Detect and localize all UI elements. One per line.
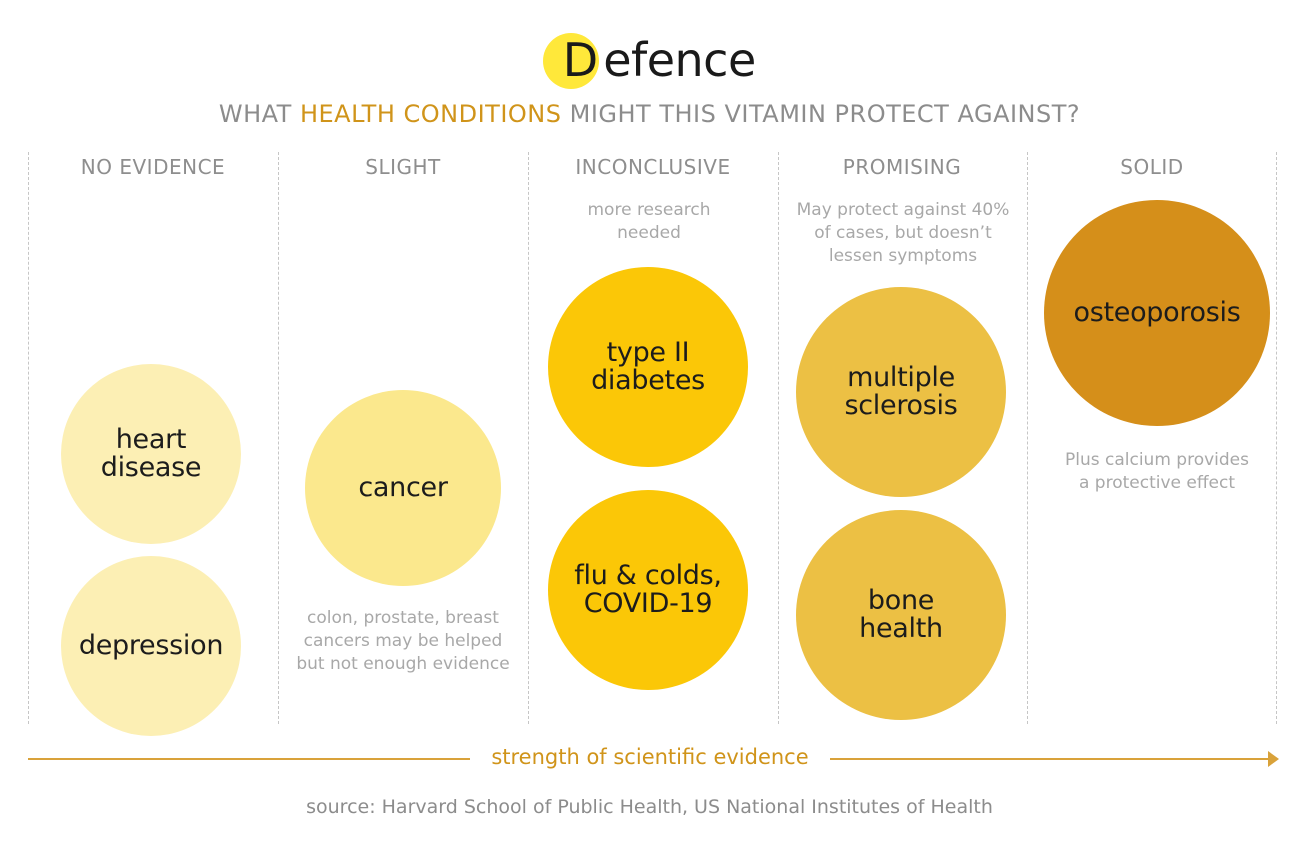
column-header-solid: SOLID xyxy=(1120,155,1184,179)
source-text: source: Harvard School of Public Health,… xyxy=(306,796,993,818)
note-inconclusive: more research needed xyxy=(587,200,711,243)
condition-multiple-sclerosis: multiple sclerosis xyxy=(796,287,1006,497)
column-divider xyxy=(1027,152,1028,724)
subtitle-highlight: HEALTH CONDITIONS xyxy=(299,100,562,128)
column-divider xyxy=(1276,152,1277,724)
column-header-slight: SLIGHT xyxy=(365,155,441,179)
note-promising: May protect against 40% of cases, but doe… xyxy=(796,200,1010,266)
evidence-axis-label: strength of scientific evidence xyxy=(470,745,830,769)
column-divider xyxy=(278,152,279,724)
column-header-promising: PROMISING xyxy=(842,155,962,179)
condition-cancer: cancer xyxy=(305,390,501,586)
title-rest: efence xyxy=(603,33,756,87)
condition-flu-colds-covid: flu & colds, COVID-19 xyxy=(548,490,748,690)
title-dot-icon xyxy=(543,33,600,89)
column-divider xyxy=(778,152,779,724)
condition-depression: depression xyxy=(61,556,241,736)
condition-osteoporosis: osteoporosis xyxy=(1044,200,1270,426)
column-header-inconclusive: INCONCLUSIVE xyxy=(575,155,731,179)
column-divider xyxy=(28,152,29,724)
condition-bone-health: bone health xyxy=(796,510,1006,720)
condition-type-ii-diabetes: type II diabetes xyxy=(548,267,748,467)
title-letter: D xyxy=(562,33,598,87)
subtitle: WHAT HEALTH CONDITIONS MIGHT THIS VITAMI… xyxy=(218,100,1081,128)
column-header-no-evidence: NO EVIDENCE xyxy=(80,155,226,179)
note-solid: Plus calcium provides a protective effect xyxy=(1064,450,1249,493)
arrow-right-icon xyxy=(1268,751,1279,767)
column-divider xyxy=(528,152,529,724)
condition-heart-disease: heart disease xyxy=(61,364,241,544)
note-slight: colon, prostate, breast cancers may be he… xyxy=(296,608,510,674)
